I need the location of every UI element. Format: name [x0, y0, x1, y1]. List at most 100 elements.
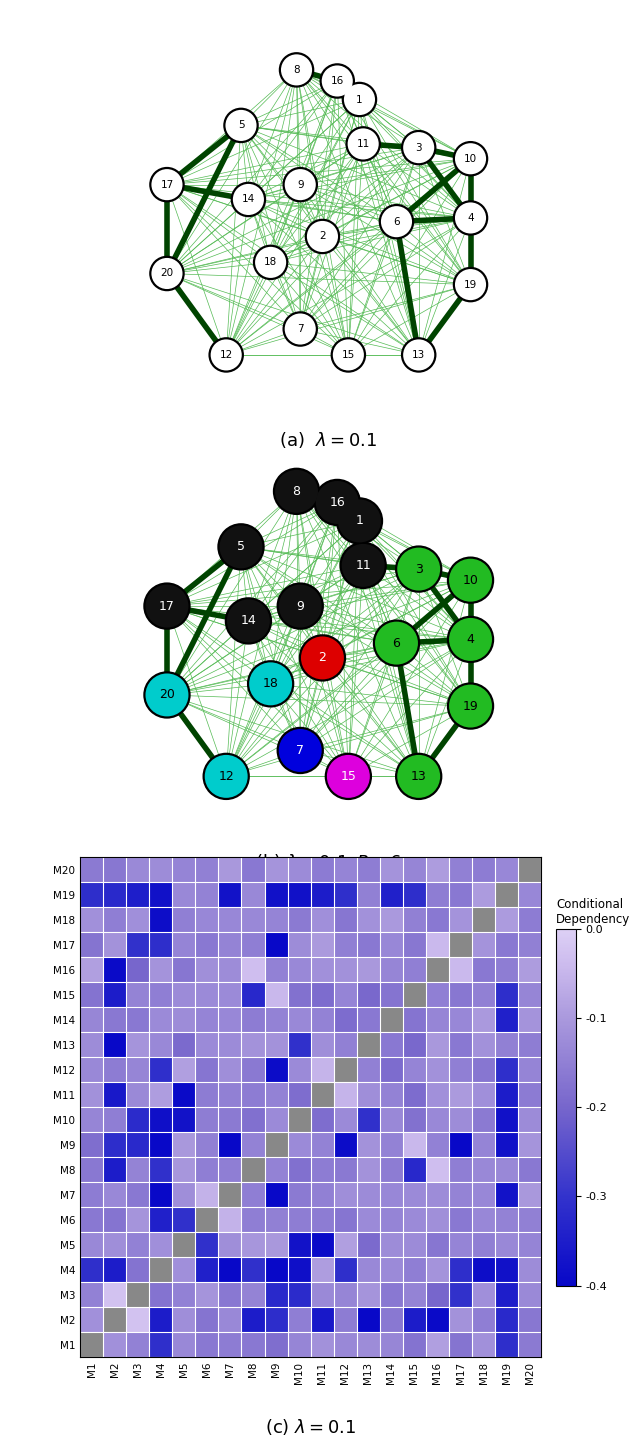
Text: 9: 9	[296, 600, 304, 613]
Text: 17: 17	[159, 600, 175, 613]
Circle shape	[342, 82, 377, 118]
Text: (b) $\lambda = 0.1, P = 6$: (b) $\lambda = 0.1, P = 6$	[255, 852, 401, 872]
Text: 2: 2	[319, 652, 326, 665]
Circle shape	[319, 63, 355, 99]
Circle shape	[276, 727, 324, 774]
Text: 1: 1	[356, 95, 363, 105]
Circle shape	[149, 167, 185, 202]
Circle shape	[305, 218, 340, 254]
Text: 6: 6	[392, 636, 401, 649]
Circle shape	[285, 313, 316, 345]
Circle shape	[143, 671, 191, 718]
Text: 14: 14	[241, 615, 256, 628]
Text: 17: 17	[161, 180, 173, 190]
Text: 8: 8	[292, 485, 301, 498]
Circle shape	[455, 269, 486, 300]
Circle shape	[301, 636, 344, 679]
Text: 16: 16	[331, 76, 344, 86]
Circle shape	[152, 258, 182, 289]
Text: 20: 20	[161, 269, 173, 279]
Circle shape	[279, 584, 322, 628]
Circle shape	[282, 312, 318, 346]
Circle shape	[273, 468, 320, 516]
Circle shape	[227, 599, 270, 642]
Circle shape	[339, 541, 387, 589]
Text: 16: 16	[330, 495, 345, 508]
Circle shape	[225, 597, 272, 645]
Text: 2: 2	[319, 231, 326, 241]
Text: 11: 11	[355, 559, 371, 572]
Text: (c) $\lambda = 0.1$: (c) $\lambda = 0.1$	[265, 1417, 356, 1436]
Circle shape	[452, 141, 488, 177]
Circle shape	[314, 478, 361, 526]
Circle shape	[397, 755, 440, 798]
Circle shape	[285, 169, 316, 200]
Text: 10: 10	[464, 154, 477, 164]
Circle shape	[381, 207, 412, 237]
Circle shape	[455, 144, 486, 174]
Circle shape	[209, 337, 244, 373]
Circle shape	[333, 339, 364, 370]
Circle shape	[307, 221, 338, 253]
Text: 5: 5	[237, 121, 244, 131]
Circle shape	[253, 244, 289, 280]
Circle shape	[379, 204, 414, 240]
Circle shape	[145, 673, 188, 717]
Text: 15: 15	[340, 770, 356, 783]
Circle shape	[218, 523, 265, 570]
Text: (a)  $\lambda = 0.1$: (a) $\lambda = 0.1$	[279, 431, 377, 449]
Text: 5: 5	[237, 540, 245, 553]
Circle shape	[338, 500, 381, 543]
Circle shape	[324, 752, 372, 800]
Circle shape	[447, 557, 494, 605]
Text: Conditional
Dependency: Conditional Dependency	[556, 898, 630, 926]
Circle shape	[327, 755, 370, 798]
Text: 1: 1	[356, 514, 364, 527]
Circle shape	[279, 52, 314, 88]
Text: 19: 19	[464, 280, 477, 290]
Circle shape	[401, 337, 436, 373]
Circle shape	[281, 55, 312, 85]
Text: 11: 11	[356, 139, 370, 149]
Circle shape	[447, 616, 494, 663]
Circle shape	[342, 544, 385, 587]
Text: 12: 12	[220, 350, 233, 360]
Text: 12: 12	[218, 770, 234, 783]
Circle shape	[220, 526, 262, 569]
Circle shape	[205, 755, 248, 798]
Text: 4: 4	[467, 633, 474, 646]
Circle shape	[449, 685, 492, 728]
Circle shape	[279, 729, 322, 773]
Circle shape	[230, 182, 266, 217]
Text: 7: 7	[296, 744, 304, 757]
Circle shape	[233, 184, 264, 215]
Text: 6: 6	[393, 217, 400, 227]
Circle shape	[223, 108, 259, 144]
Circle shape	[282, 167, 318, 202]
Circle shape	[401, 129, 436, 165]
Text: 3: 3	[415, 563, 422, 576]
Circle shape	[225, 111, 257, 141]
Circle shape	[449, 559, 492, 602]
Text: 18: 18	[262, 678, 278, 691]
Circle shape	[143, 583, 191, 630]
Text: 14: 14	[242, 194, 255, 204]
Text: 19: 19	[463, 699, 478, 712]
Circle shape	[403, 339, 435, 370]
Circle shape	[275, 470, 318, 513]
Circle shape	[447, 682, 494, 729]
Circle shape	[395, 752, 442, 800]
Text: 4: 4	[467, 213, 474, 223]
Circle shape	[397, 547, 440, 590]
Circle shape	[449, 617, 492, 661]
Circle shape	[336, 497, 383, 544]
Text: 13: 13	[411, 770, 427, 783]
Circle shape	[331, 337, 366, 373]
Circle shape	[344, 83, 375, 115]
Circle shape	[276, 583, 324, 630]
Text: 15: 15	[342, 350, 355, 360]
Circle shape	[255, 247, 286, 279]
Text: 7: 7	[297, 325, 303, 335]
Circle shape	[145, 584, 188, 628]
Circle shape	[455, 202, 486, 234]
